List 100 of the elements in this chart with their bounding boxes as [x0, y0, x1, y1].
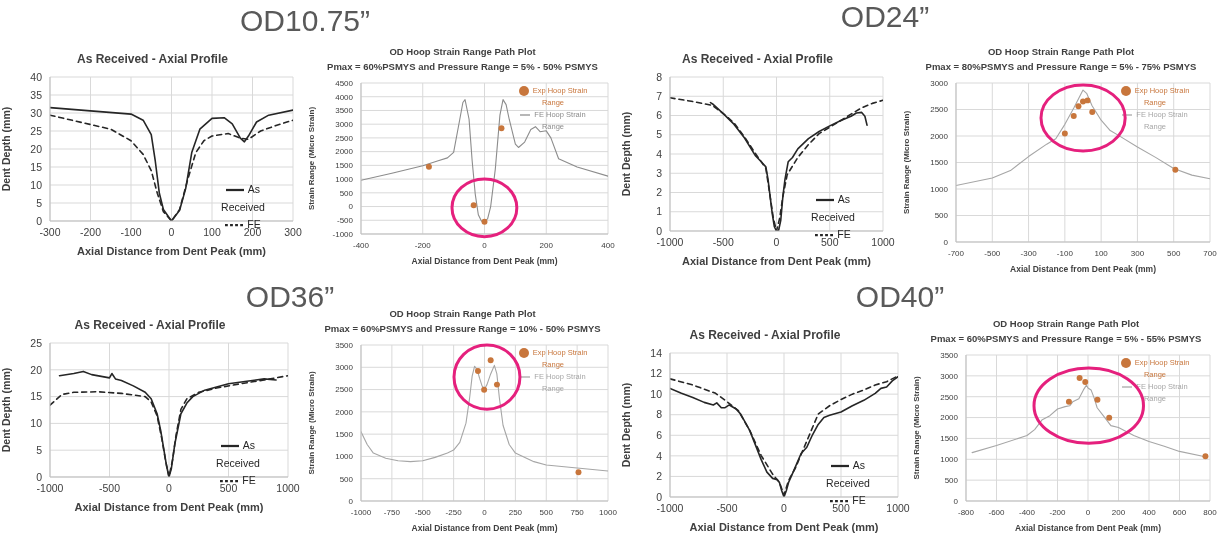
x-axis-title: Axial Distance from Dent Peak (mm) — [682, 255, 872, 267]
x-tick-label: -500 — [712, 236, 734, 249]
x-axis-title: Axial Distance from Dent Peak (mm) — [411, 523, 558, 533]
y-tick-label: 15 — [30, 160, 43, 173]
x-tick-label: -200 — [1049, 507, 1067, 517]
chart-subtitle: Pmax = 60%PSMYS and Pressure Range = 5% - 50% PSMYS — [326, 60, 599, 74]
y-tick-label: 10 — [650, 387, 663, 400]
y-tick-label: 1000 — [930, 184, 949, 194]
point — [481, 218, 488, 225]
x-tick-label: 1000 — [871, 236, 895, 249]
y-tick-label: 500 — [934, 211, 949, 221]
y-tick-label: 3500 — [335, 340, 354, 350]
y-tick-label: 0 — [36, 214, 43, 227]
y-tick-label: 2000 — [335, 147, 354, 157]
y-tick-label: 5 — [36, 196, 43, 209]
x-axis-title: Axial Distance from Dent Peak (mm) — [689, 521, 879, 533]
x-tick-label: 0 — [1085, 507, 1091, 517]
x-tick-label: 0 — [781, 502, 788, 515]
x-tick-label: 0 — [482, 507, 488, 517]
point — [1076, 375, 1083, 382]
x-tick-label: 1000 — [276, 482, 300, 495]
y-axis-title: Dent Depth (mm) — [0, 367, 12, 453]
y-tick-label: 6 — [656, 109, 663, 122]
point — [1075, 103, 1082, 110]
x-tick-label: -200 — [414, 240, 432, 250]
legend-label: FE — [837, 228, 851, 241]
y-tick-label: 40 — [30, 70, 43, 83]
point — [498, 125, 505, 132]
y-tick-label: 3000 — [940, 371, 959, 381]
y-tick-label: 3000 — [335, 120, 354, 130]
point — [1106, 414, 1113, 421]
x-tick-label: -200 — [79, 226, 102, 239]
chart-title: As Received - Axial Profile — [76, 52, 229, 68]
y-tick-label: 2500 — [335, 385, 354, 395]
x-tick-label: -400 — [352, 240, 370, 250]
x-tick-label: 200 — [1111, 507, 1126, 517]
x-tick-label: -800 — [957, 507, 975, 517]
legend-label: FE — [852, 494, 866, 507]
y-tick-label: 2 — [656, 470, 663, 483]
x-tick-label: -100 — [120, 226, 142, 239]
y-tick-label: 6 — [656, 429, 663, 442]
y-tick-label: 35 — [30, 88, 43, 101]
y-tick-label: 3500 — [940, 350, 959, 360]
y-tick-label: 2000 — [940, 413, 959, 423]
y-axis-title: Strain Range (Micro Strain) — [306, 371, 316, 475]
point — [493, 381, 500, 388]
chart-subtitle: Pmax = 60%PSMYS and Pressure Range = 10% - 50% PSMYS — [323, 322, 602, 336]
legend-label: As Received — [811, 193, 855, 224]
y-tick-label: 500 — [339, 474, 354, 484]
x-tick-label: 750 — [570, 507, 585, 517]
y-tick-label: 2000 — [335, 407, 354, 417]
x-tick-label: 1000 — [886, 502, 910, 515]
y-tick-label: 1000 — [335, 174, 354, 184]
x-tick-label: -500 — [716, 502, 738, 515]
x-tick-label: -100 — [1056, 248, 1074, 258]
y-tick-label: 0 — [656, 490, 663, 503]
point — [1202, 453, 1209, 460]
x-tick-label: -500 — [414, 507, 432, 517]
x-tick-label: 800 — [1203, 507, 1218, 517]
y-tick-label: 0 — [36, 470, 43, 483]
x-tick-label: -400 — [1018, 507, 1036, 517]
point — [1061, 130, 1068, 137]
legend-label: FE — [242, 474, 256, 487]
chart-title: As Received - Axial Profile — [73, 318, 227, 334]
y-axis-title: Dent Depth (mm) — [619, 111, 632, 197]
chart-title: OD Hoop Strain Range Path Plot — [991, 318, 1141, 331]
y-tick-label: 3000 — [335, 363, 354, 373]
x-tick-label: 200 — [539, 240, 554, 250]
x-tick-label: -750 — [383, 507, 401, 517]
point — [1084, 97, 1091, 104]
point — [1094, 396, 1101, 403]
chart-subtitle: Pmax = 60%PSMYS and Pressure Range = 5% - 55% PSMYS — [929, 332, 1203, 346]
chart-title: OD Hoop Strain Range Path Plot — [389, 308, 536, 319]
y-tick-label: 3500 — [335, 106, 354, 116]
point — [1082, 379, 1089, 385]
y-tick-label: 1000 — [335, 452, 354, 462]
x-tick-label: -250 — [445, 507, 463, 517]
legend-label: As Received — [221, 183, 265, 214]
x-tick-label: -700 — [947, 248, 965, 258]
y-tick-label: 5 — [36, 443, 43, 456]
x-tick-label: -300 — [1020, 248, 1038, 258]
y-tick-label: 1500 — [940, 434, 959, 444]
text: OD24” — [839, 0, 931, 34]
y-tick-label: 30 — [30, 106, 43, 119]
point — [474, 367, 481, 374]
y-tick-label: 15 — [30, 390, 43, 403]
y-axis-title: Dent Depth (mm) — [0, 106, 12, 192]
point — [487, 357, 494, 364]
x-axis-title: Axial Distance from Dent Peak (mm) — [1010, 264, 1157, 274]
y-tick-label: 10 — [30, 178, 43, 191]
text: OD10.75” — [238, 4, 372, 38]
x-tick-label: 400 — [601, 240, 616, 250]
text: OD36” — [245, 280, 335, 313]
x-axis-title: Axial Distance from Dent Peak (mm) — [1015, 523, 1162, 533]
y-tick-label: 3 — [656, 166, 663, 179]
x-tick-label: 250 — [508, 507, 523, 517]
y-tick-label: 25 — [30, 336, 43, 349]
y-tick-label: 2000 — [930, 131, 949, 141]
y-tick-label: 2 — [656, 186, 663, 199]
x-tick-label: 0 — [166, 482, 173, 495]
